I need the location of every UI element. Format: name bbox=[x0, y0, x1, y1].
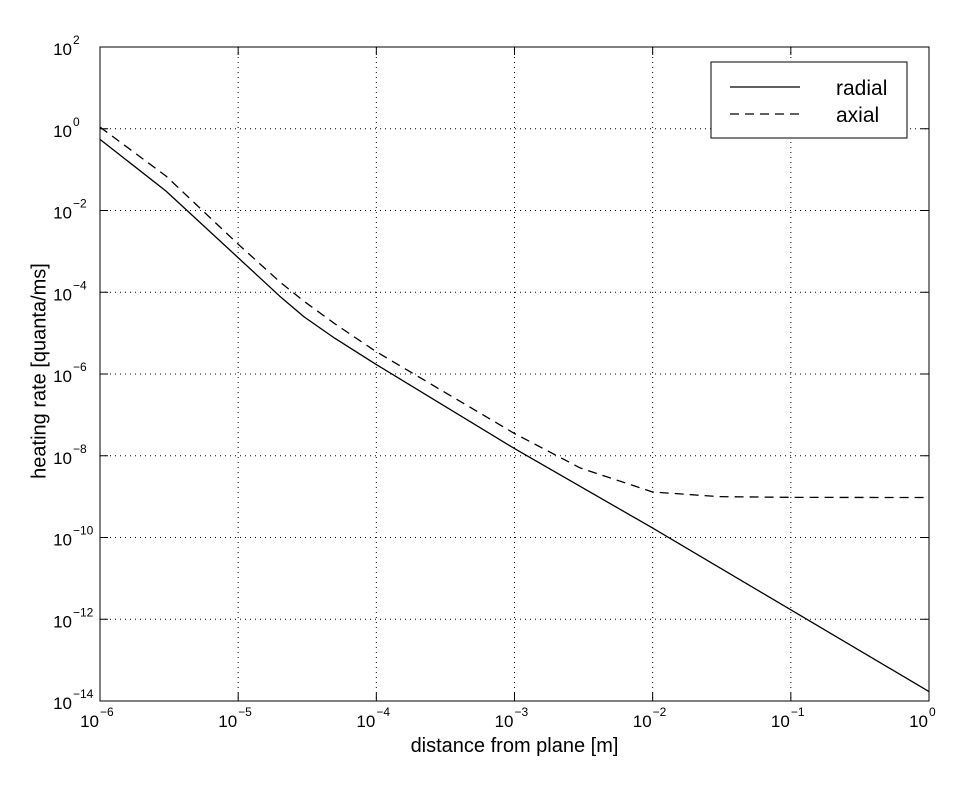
x-tick-label-base: 10 bbox=[80, 712, 99, 731]
y-tick-label: 10 −4 bbox=[53, 278, 87, 304]
series-layer bbox=[99, 126, 930, 693]
y-tick-label-exp: −14 bbox=[73, 687, 94, 701]
y-tick-label-exp: −4 bbox=[73, 278, 87, 292]
x-tick-label-exp: −1 bbox=[791, 705, 805, 719]
y-tick-label-base: 10 bbox=[53, 204, 72, 223]
y-tick-label-base: 10 bbox=[53, 285, 72, 304]
y-tick-label-exp: −2 bbox=[73, 197, 87, 211]
x-tick-label-base: 10 bbox=[909, 712, 928, 731]
legend: radial axial bbox=[710, 61, 908, 139]
y-tick-label-base: 10 bbox=[53, 531, 72, 550]
y-tick-label-exp: −10 bbox=[73, 524, 94, 538]
y-tick-label: 10 −6 bbox=[53, 360, 87, 386]
x-tick-label-exp: 0 bbox=[929, 705, 936, 719]
series-line-radial bbox=[99, 138, 930, 693]
x-axis-label: distance from plane [m] bbox=[410, 735, 619, 757]
y-tick-label: 10 0 bbox=[53, 115, 80, 141]
y-tick-label: 10 −12 bbox=[53, 605, 94, 631]
y-tick-label: 10 −8 bbox=[53, 442, 87, 468]
x-tick-label: 10 −6 bbox=[80, 705, 114, 731]
x-tick-label-base: 10 bbox=[356, 712, 375, 731]
legend-label-radial: radial bbox=[836, 77, 887, 100]
y-tick-label-base: 10 bbox=[53, 122, 72, 141]
legend-box bbox=[710, 61, 908, 139]
y-tick-label-base: 10 bbox=[53, 612, 72, 631]
y-tick-label: 10 −10 bbox=[53, 524, 94, 550]
y-tick-label-base: 10 bbox=[53, 694, 72, 713]
x-tick-label: 10 −4 bbox=[356, 705, 390, 731]
y-tick-label-base: 10 bbox=[53, 367, 72, 386]
x-tick-label-base: 10 bbox=[771, 712, 790, 731]
x-tick-labels: 10 −6 10 −5 10 −4 10 −3 10 −2 10 −1 10 0 bbox=[80, 705, 936, 731]
y-tick-label-exp: −12 bbox=[73, 605, 94, 619]
x-tick-label-exp: −5 bbox=[238, 705, 252, 719]
legend-label-axial: axial bbox=[836, 104, 879, 127]
x-tick-label-exp: −2 bbox=[653, 705, 667, 719]
grid-lines bbox=[100, 47, 929, 701]
y-tick-label-base: 10 bbox=[53, 449, 72, 468]
y-tick-label-exp: 0 bbox=[73, 115, 80, 129]
y-tick-label-base: 10 bbox=[53, 40, 72, 59]
x-tick-label: 10 −2 bbox=[633, 705, 667, 731]
x-tick-label: 10 −1 bbox=[771, 705, 805, 731]
tick-marks bbox=[99, 46, 930, 702]
series-line-axial bbox=[99, 126, 930, 499]
x-tick-label-base: 10 bbox=[495, 712, 514, 731]
y-axis-label: heating rate [quanta/ms] bbox=[28, 263, 51, 479]
x-tick-label-exp: −4 bbox=[376, 705, 390, 719]
x-tick-label-exp: −3 bbox=[515, 705, 529, 719]
x-tick-label-base: 10 bbox=[218, 712, 237, 731]
y-tick-label-exp: −6 bbox=[73, 360, 87, 374]
x-tick-label: 10 −3 bbox=[495, 705, 529, 731]
y-tick-label: 10 −14 bbox=[53, 687, 94, 713]
x-tick-label-exp: −6 bbox=[100, 705, 114, 719]
y-tick-label: 10 −2 bbox=[53, 197, 87, 223]
y-tick-label-exp: 2 bbox=[73, 33, 80, 47]
x-tick-label: 10 0 bbox=[909, 705, 936, 731]
y-tick-label: 10 2 bbox=[53, 33, 80, 59]
x-tick-label: 10 −5 bbox=[218, 705, 252, 731]
x-tick-label-base: 10 bbox=[633, 712, 652, 731]
y-tick-label-exp: −8 bbox=[73, 442, 87, 456]
